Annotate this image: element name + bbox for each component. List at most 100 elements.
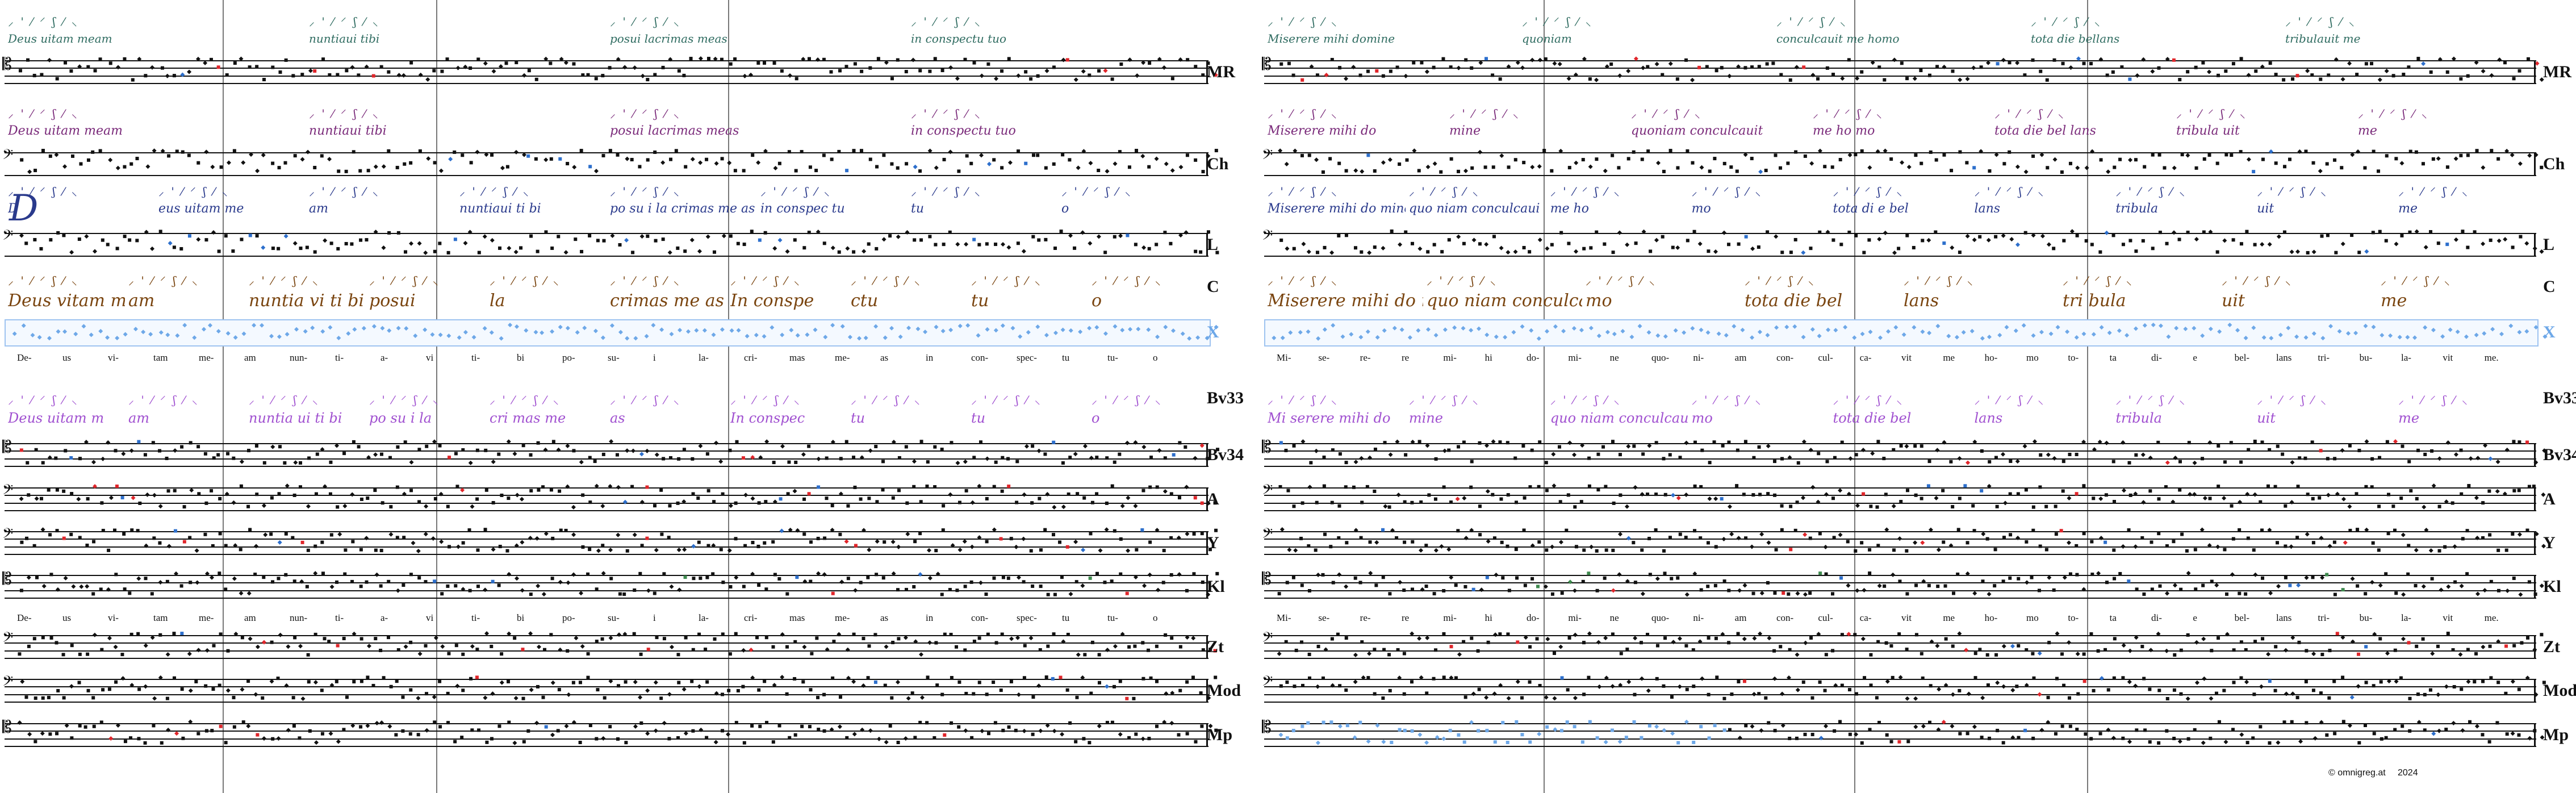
note <box>2459 448 2463 452</box>
note <box>639 499 645 504</box>
note <box>1120 328 1125 333</box>
adiastematic-neumes: ⸝ ꞌ ⁄ ⸍ ʃ ⁄ ⸜ <box>1268 393 1339 407</box>
note <box>1388 592 1392 596</box>
adiastematic-neumes: ⸝ ꞌ ⁄ ⸍ ʃ ⁄ ⸜ <box>1268 274 1339 287</box>
note <box>381 164 386 169</box>
note <box>852 632 856 636</box>
note <box>1727 440 1731 444</box>
note <box>1558 500 1562 504</box>
note <box>2401 444 2404 448</box>
note <box>454 644 458 648</box>
note <box>1716 331 1721 336</box>
note <box>1700 448 1704 452</box>
note <box>336 505 340 509</box>
note <box>135 157 139 161</box>
note <box>2052 247 2056 251</box>
note <box>816 57 821 62</box>
note <box>630 448 635 453</box>
note <box>1846 491 1851 496</box>
note <box>1691 161 1695 165</box>
note <box>352 631 357 636</box>
note <box>980 728 985 733</box>
manuscript-text: posui <box>369 291 416 311</box>
note <box>1927 331 1932 336</box>
note <box>27 732 32 737</box>
note <box>699 727 704 732</box>
adiastematic-neumes: ⸝ ꞌ ⁄ ⸍ ʃ ⁄ ⸜ <box>851 274 922 287</box>
lyric-syllable: o <box>1153 352 1158 363</box>
note <box>1823 165 1827 169</box>
note <box>2274 161 2278 165</box>
manuscript-text: Miserere mihi do mine <box>1268 291 1423 311</box>
note <box>1920 496 1923 500</box>
note <box>1485 729 1489 733</box>
note <box>2082 532 2086 536</box>
note <box>416 695 421 700</box>
note <box>994 641 998 645</box>
note <box>1579 328 1584 333</box>
note <box>1889 644 1893 648</box>
note <box>1449 645 1453 649</box>
note <box>1205 336 1210 341</box>
note <box>999 688 1003 692</box>
note <box>1052 728 1057 733</box>
note <box>1759 591 1764 596</box>
note <box>129 683 135 688</box>
note <box>1447 238 1451 242</box>
note <box>541 485 545 489</box>
adiastematic-neumes: ⸝ ꞌ ⁄ ⸍ ʃ ⁄ ⸜ <box>8 185 79 198</box>
note <box>1673 328 1678 333</box>
note <box>622 65 628 70</box>
note <box>743 544 747 548</box>
staff-line <box>5 487 1208 489</box>
staff-line <box>5 642 1208 644</box>
staff-line <box>5 746 1208 747</box>
note <box>2414 548 2419 553</box>
note <box>1388 452 1393 457</box>
note <box>873 324 879 329</box>
note <box>1103 331 1108 336</box>
note <box>165 579 169 583</box>
note <box>2386 493 2390 496</box>
adiastematic-neumes: ⸝ ꞌ ⁄ ⸍ ʃ ⁄ ⸜ <box>1586 274 1657 287</box>
note <box>1906 740 1910 744</box>
note <box>2259 725 2263 729</box>
note <box>446 504 450 508</box>
note <box>1934 158 1938 162</box>
note <box>187 234 191 238</box>
note <box>1171 328 1176 333</box>
source-label-mr: MR <box>2543 62 2571 81</box>
note <box>2098 250 2102 254</box>
note <box>2253 243 2257 247</box>
note <box>1757 245 1760 249</box>
note <box>337 532 342 537</box>
note <box>506 439 511 444</box>
note <box>896 166 900 170</box>
note <box>1926 237 1931 243</box>
note <box>1801 680 1805 684</box>
note <box>1973 676 1977 680</box>
note <box>662 720 667 725</box>
note <box>1853 633 1857 637</box>
note <box>1373 489 1377 493</box>
note <box>2423 325 2428 330</box>
note <box>1039 548 1043 552</box>
note <box>513 636 517 640</box>
note <box>654 239 658 243</box>
note <box>83 725 87 729</box>
note <box>2044 548 2048 552</box>
note <box>1646 149 1650 153</box>
note <box>543 56 549 61</box>
note <box>1338 684 1342 688</box>
note <box>2430 577 2434 581</box>
note <box>762 334 767 339</box>
note <box>2025 648 2029 652</box>
note <box>387 724 392 729</box>
note <box>216 329 221 334</box>
note <box>123 587 127 591</box>
lyric-syllable: ca- <box>1859 352 1872 363</box>
note <box>1315 251 1319 254</box>
note <box>588 500 592 504</box>
note <box>1478 441 1482 445</box>
note <box>1537 57 1542 62</box>
